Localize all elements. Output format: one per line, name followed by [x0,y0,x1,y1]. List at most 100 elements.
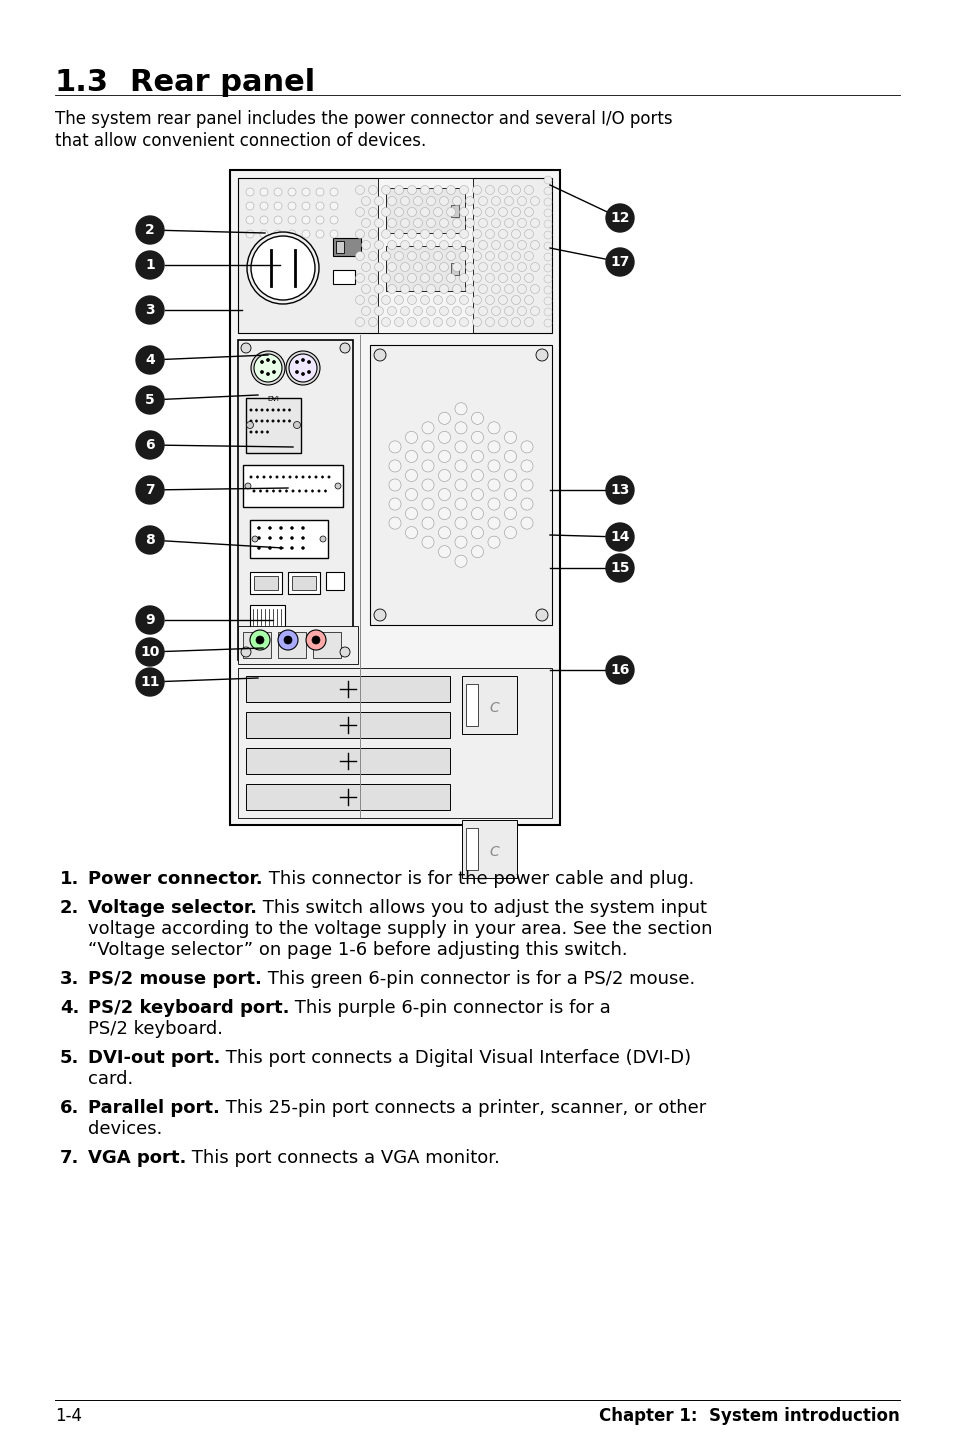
Circle shape [421,498,434,510]
Circle shape [381,252,390,260]
Circle shape [455,536,467,548]
Circle shape [465,263,474,272]
Circle shape [260,216,268,224]
Circle shape [274,188,282,196]
Circle shape [315,230,324,239]
Circle shape [438,469,450,482]
Bar [237,178,552,334]
Circle shape [301,358,304,361]
Circle shape [274,216,282,224]
Circle shape [381,318,390,326]
Circle shape [455,460,467,472]
Circle shape [455,518,467,529]
Circle shape [459,252,468,260]
Circle shape [255,636,264,644]
Bar [237,339,353,660]
Circle shape [301,372,304,375]
Bar [237,626,357,664]
Circle shape [407,230,416,239]
Circle shape [260,431,263,433]
Bar [335,242,344,253]
Circle shape [459,207,468,217]
Circle shape [491,197,500,206]
Bar [326,572,344,590]
Circle shape [504,450,516,463]
Circle shape [250,408,252,411]
Circle shape [543,187,552,196]
Circle shape [407,318,416,326]
Circle shape [355,295,364,305]
Circle shape [256,476,258,479]
Text: 2: 2 [145,223,154,237]
Circle shape [368,207,377,217]
Bar [250,605,285,630]
Circle shape [395,252,403,260]
Circle shape [381,186,390,194]
Text: This purple 6-pin connector is for a: This purple 6-pin connector is for a [289,999,611,1017]
Circle shape [446,186,455,194]
Circle shape [498,295,507,305]
Circle shape [420,318,429,326]
Bar [246,748,450,774]
Text: DVI: DVI [267,395,279,403]
Circle shape [308,476,311,479]
Text: voltage according to the voltage supply in your area. See the section: voltage according to the voltage supply … [88,920,712,938]
Circle shape [289,476,291,479]
Circle shape [307,361,310,364]
Text: Voltage selector.: Voltage selector. [88,899,256,917]
Circle shape [455,479,467,490]
Circle shape [433,295,442,305]
Circle shape [302,230,310,239]
Circle shape [485,318,494,326]
Circle shape [136,526,164,554]
Circle shape [504,263,513,272]
Text: 7: 7 [145,483,154,498]
Circle shape [511,273,520,282]
Circle shape [524,273,533,282]
Circle shape [452,240,461,250]
Circle shape [291,526,294,529]
Circle shape [478,263,487,272]
Circle shape [605,247,634,276]
Bar [461,820,517,879]
Circle shape [321,476,323,479]
Circle shape [413,285,422,293]
Circle shape [520,518,533,529]
Circle shape [330,188,337,196]
Circle shape [246,230,253,239]
Circle shape [253,490,255,492]
Circle shape [465,306,474,315]
Circle shape [459,318,468,326]
Circle shape [387,240,396,250]
Circle shape [455,403,467,414]
Circle shape [439,240,448,250]
Circle shape [387,263,396,272]
Circle shape [498,230,507,239]
Circle shape [605,554,634,582]
Circle shape [277,408,279,411]
Circle shape [272,490,274,492]
Circle shape [413,240,422,250]
Circle shape [400,219,409,227]
Circle shape [361,263,370,272]
Text: 9: 9 [145,613,154,627]
Circle shape [498,207,507,217]
Circle shape [317,490,320,492]
Circle shape [255,420,257,423]
Circle shape [471,545,483,558]
Circle shape [465,285,474,293]
Bar [237,669,552,818]
Circle shape [274,201,282,210]
Circle shape [530,197,539,206]
Circle shape [498,252,507,260]
Text: card.: card. [88,1070,133,1089]
Circle shape [241,344,251,352]
Circle shape [439,285,448,293]
Circle shape [292,490,294,492]
Circle shape [355,252,364,260]
Text: 11: 11 [140,674,159,689]
Circle shape [306,630,326,650]
Circle shape [375,240,383,250]
Circle shape [487,460,499,472]
Circle shape [260,201,268,210]
